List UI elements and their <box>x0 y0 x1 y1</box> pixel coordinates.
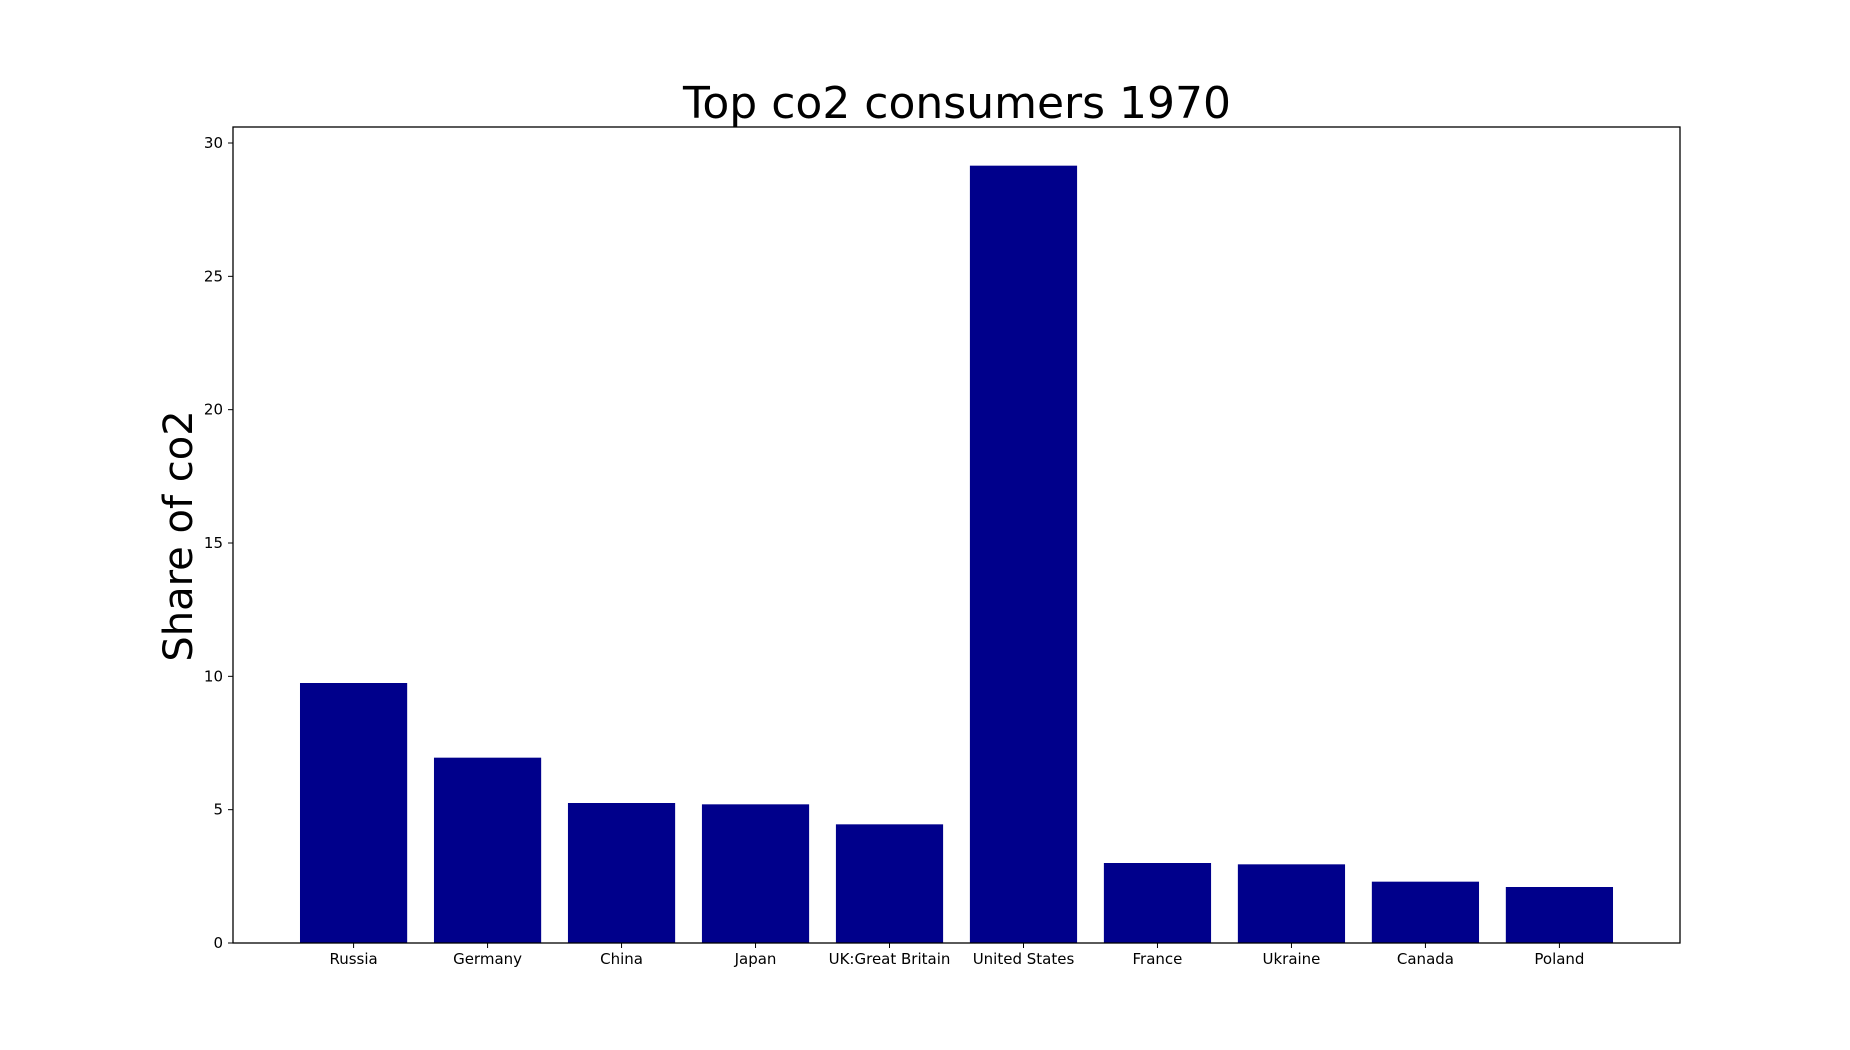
bars-layer <box>299 165 1614 943</box>
y-tick-label: 15 <box>204 534 223 552</box>
y-tick-label: 25 <box>204 267 223 285</box>
x-tick-label: Ukraine <box>1262 950 1320 968</box>
y-axis-ticks: 0 5 10 15 20 25 30 <box>204 134 233 952</box>
bar-united-states <box>969 165 1078 943</box>
y-tick-label: 10 <box>204 667 223 685</box>
x-tick-label: Russia <box>329 950 377 968</box>
chart-title: Top co2 consumers 1970 <box>682 78 1231 129</box>
y-tick-label: 20 <box>204 401 223 419</box>
bar-russia <box>299 683 408 943</box>
bar-canada <box>1371 881 1480 943</box>
x-axis-ticks: Russia Germany China Japan UK:Great Britain U… <box>329 943 1584 968</box>
y-tick-label: 30 <box>204 134 223 152</box>
x-tick-label: Germany <box>453 950 522 968</box>
y-tick-label: 0 <box>213 934 223 952</box>
x-tick-label: France <box>1133 950 1183 968</box>
bar-france <box>1103 863 1212 943</box>
x-tick-label: Poland <box>1534 950 1584 968</box>
bar-ukraine <box>1237 864 1346 943</box>
bar-china <box>567 803 676 943</box>
bar-poland <box>1505 887 1614 943</box>
x-tick-label: UK:Great Britain <box>829 950 951 968</box>
y-axis-label: Share of co2 <box>156 410 202 661</box>
bar-japan <box>701 804 810 943</box>
x-tick-label: Japan <box>734 950 777 968</box>
y-tick-label: 5 <box>213 801 223 819</box>
plot-area-frame <box>232 126 1681 944</box>
bar-germany <box>433 757 542 943</box>
x-tick-label: United States <box>973 950 1075 968</box>
x-tick-label: China <box>600 950 643 968</box>
bar-uk-great-britain <box>835 824 944 943</box>
x-tick-label: Canada <box>1397 950 1454 968</box>
